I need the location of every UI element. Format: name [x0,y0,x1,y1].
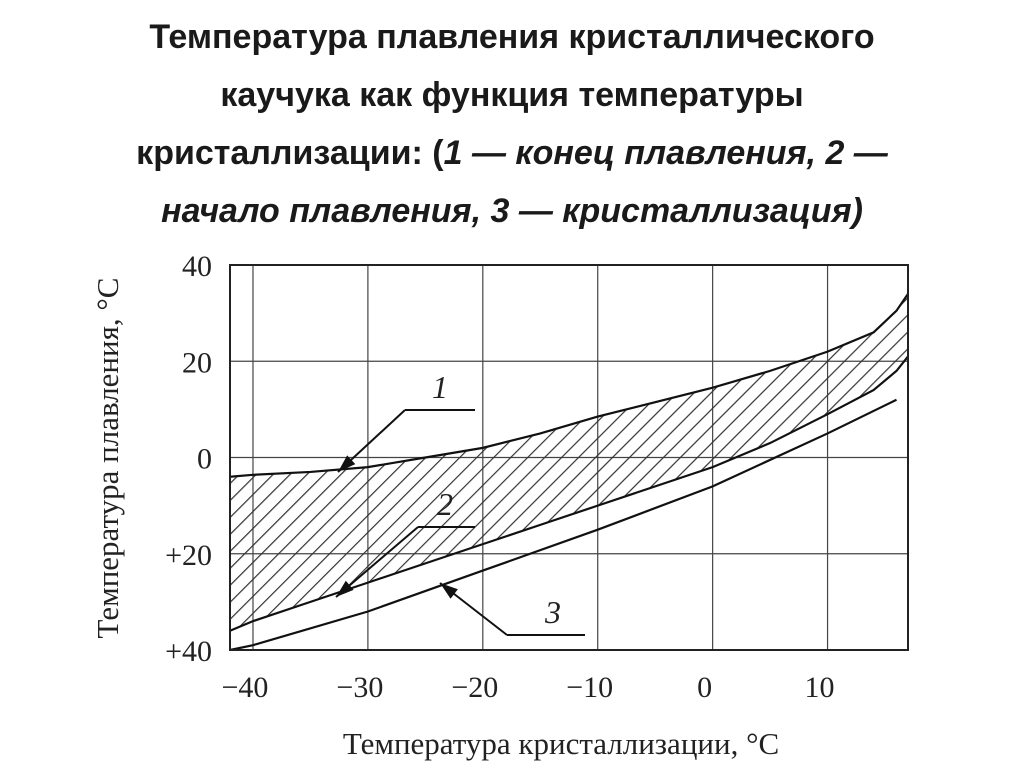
y-tick-label: 20 [182,346,212,379]
title-line-1: Температура плавления кристаллического [149,18,875,56]
title-line-3: кристаллизации: (1 — конец плавления, 2 … [0,124,1024,182]
title-line-4: начало плавления, 3 — кристаллизация) [161,192,863,230]
y-tick-label: 0 [197,443,212,476]
curve-label-2: 2 [437,486,453,522]
title-line-3-italic: 1 — конец плавления, 2 — [443,134,888,172]
annotation-arrowhead [336,580,354,597]
x-tick-labels: −40 −30 −20 −10 0 10 [222,671,835,704]
series-line-1 [229,293,909,478]
annotation-arrowhead [338,455,356,472]
title-line-3-plain: кристаллизации: ( [136,134,444,172]
slide-title: Температура плавления кристаллического к… [0,8,1024,240]
y-tick-label: +40 [165,635,212,668]
y-tick-label: +20 [165,539,212,572]
x-tick-label: −10 [566,671,613,704]
curve-label-1: 1 [432,369,448,405]
curve-label-3: 3 [544,594,561,630]
x-tick-label: 0 [697,671,712,704]
series-line-3 [229,398,897,652]
x-tick-label: 10 [805,671,835,704]
y-tick-label: 40 [182,250,212,283]
hatched-melting-range [230,293,908,631]
plot-frame [229,264,909,651]
x-tick-label: −20 [451,671,498,704]
series-line-2 [229,355,909,632]
y-axis-label: Температура плавления, °С [90,278,125,639]
x-axis-label: Температура кристаллизации, °С [343,726,779,761]
curve-annotations: 1 2 3 [335,369,585,636]
title-line-2: каучука как функция температуры [220,76,804,114]
annotation-arrowhead [440,583,458,599]
series-lines [229,293,909,652]
x-tick-label: −40 [222,671,269,704]
x-tick-label: −30 [336,671,383,704]
y-tick-labels: 40 20 0 +20 +40 [165,250,212,668]
